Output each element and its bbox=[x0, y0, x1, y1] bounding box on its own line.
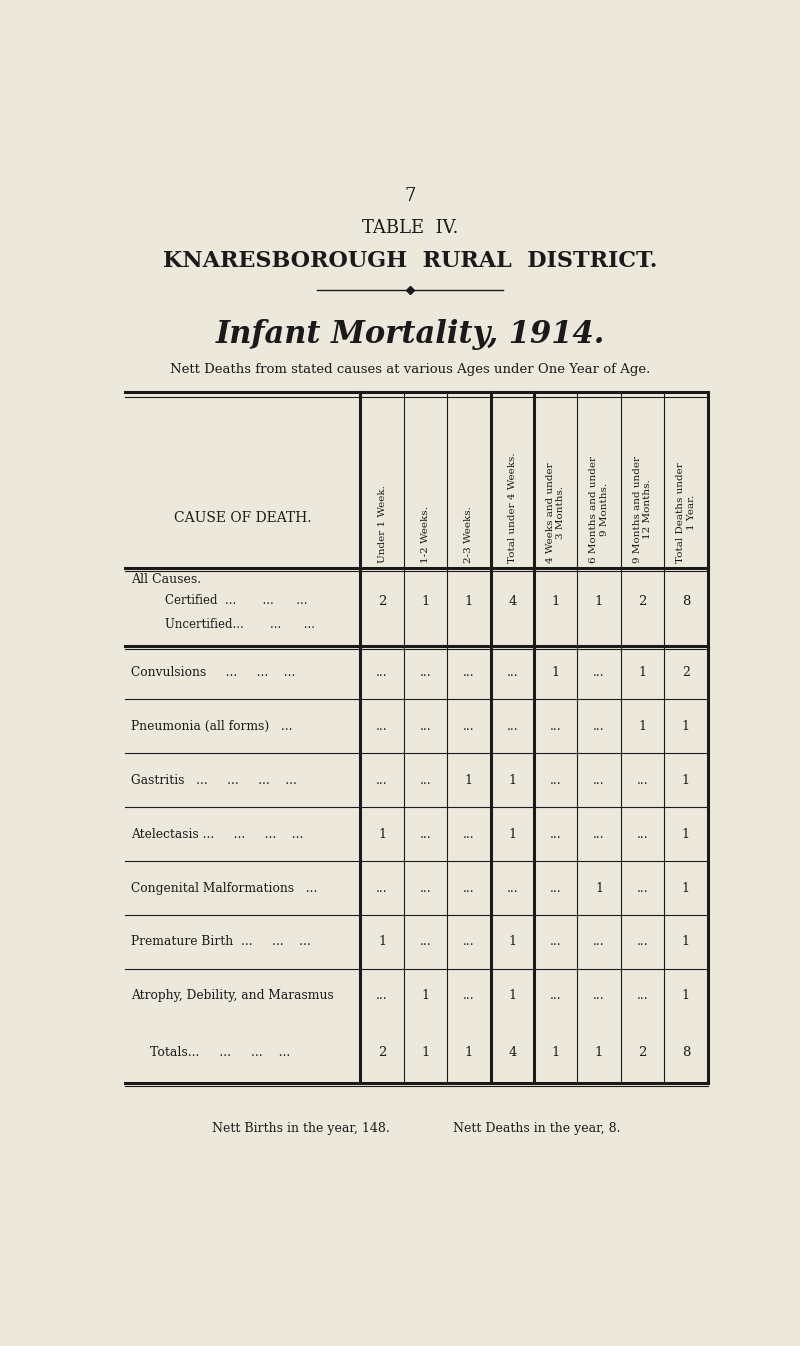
Text: 1: 1 bbox=[682, 774, 690, 787]
Text: 1: 1 bbox=[422, 1046, 430, 1059]
Text: Nett Deaths from stated causes at various Ages under One Year of Age.: Nett Deaths from stated causes at variou… bbox=[170, 362, 650, 376]
Text: 1: 1 bbox=[682, 882, 690, 895]
Text: 2: 2 bbox=[378, 595, 386, 608]
Text: 1: 1 bbox=[638, 720, 646, 732]
Text: 6 Months and under
9 Months.: 6 Months and under 9 Months. bbox=[590, 455, 609, 563]
Text: All Causes.: All Causes. bbox=[131, 573, 201, 586]
Text: ...: ... bbox=[376, 666, 388, 678]
Text: 1: 1 bbox=[422, 595, 430, 608]
Text: 1: 1 bbox=[552, 666, 560, 678]
Text: ...: ... bbox=[594, 774, 605, 787]
Text: 4: 4 bbox=[508, 1046, 517, 1059]
Text: ...: ... bbox=[550, 989, 562, 1003]
Text: ...: ... bbox=[463, 882, 474, 895]
Text: 1: 1 bbox=[378, 935, 386, 949]
Text: ...: ... bbox=[594, 720, 605, 732]
Text: 1: 1 bbox=[508, 828, 516, 841]
Text: ...: ... bbox=[594, 935, 605, 949]
Text: 1: 1 bbox=[508, 774, 516, 787]
Text: ...: ... bbox=[463, 828, 474, 841]
Text: ...: ... bbox=[420, 935, 431, 949]
Text: 2: 2 bbox=[638, 595, 646, 608]
Text: 1-2 Weeks.: 1-2 Weeks. bbox=[421, 506, 430, 563]
Text: ...: ... bbox=[463, 720, 474, 732]
Text: 1: 1 bbox=[682, 720, 690, 732]
Text: 1: 1 bbox=[682, 935, 690, 949]
Text: 2-3 Weeks.: 2-3 Weeks. bbox=[464, 506, 474, 563]
Text: ...: ... bbox=[376, 774, 388, 787]
Text: Uncertified...       ...      ...: Uncertified... ... ... bbox=[150, 618, 314, 630]
Text: ...: ... bbox=[550, 828, 562, 841]
Text: Atrophy, Debility, and Marasmus: Atrophy, Debility, and Marasmus bbox=[131, 989, 334, 1003]
Text: Total Deaths under
1 Year.: Total Deaths under 1 Year. bbox=[676, 462, 696, 563]
Text: ...: ... bbox=[637, 828, 648, 841]
Text: Total under 4 Weeks.: Total under 4 Weeks. bbox=[508, 452, 517, 563]
Text: 1: 1 bbox=[595, 595, 603, 608]
Text: 4: 4 bbox=[508, 595, 517, 608]
Text: ...: ... bbox=[376, 720, 388, 732]
Text: Nett Deaths in the year, 8.: Nett Deaths in the year, 8. bbox=[454, 1123, 621, 1135]
Text: 1: 1 bbox=[378, 828, 386, 841]
Text: 2: 2 bbox=[682, 666, 690, 678]
Text: 1: 1 bbox=[508, 989, 516, 1003]
Text: ...: ... bbox=[463, 989, 474, 1003]
Text: ...: ... bbox=[637, 935, 648, 949]
Text: 7: 7 bbox=[404, 187, 416, 206]
Text: ...: ... bbox=[637, 989, 648, 1003]
Text: ...: ... bbox=[550, 774, 562, 787]
Text: TABLE  IV.: TABLE IV. bbox=[362, 218, 458, 237]
Text: 2: 2 bbox=[378, 1046, 386, 1059]
Text: 1: 1 bbox=[638, 666, 646, 678]
Text: ...: ... bbox=[506, 666, 518, 678]
Text: Infant Mortality, 1914.: Infant Mortality, 1914. bbox=[215, 319, 605, 350]
Text: ...: ... bbox=[506, 720, 518, 732]
Text: 1: 1 bbox=[595, 882, 603, 895]
Text: CAUSE OF DEATH.: CAUSE OF DEATH. bbox=[174, 511, 311, 525]
Text: Nett Births in the year, 148.: Nett Births in the year, 148. bbox=[211, 1123, 390, 1135]
Text: 1: 1 bbox=[508, 935, 516, 949]
Text: ...: ... bbox=[376, 882, 388, 895]
Text: ...: ... bbox=[463, 666, 474, 678]
Text: ...: ... bbox=[550, 935, 562, 949]
Text: Pneumonia (all forms)   ...: Pneumonia (all forms) ... bbox=[131, 720, 293, 732]
Text: 1: 1 bbox=[551, 595, 560, 608]
Text: ...: ... bbox=[420, 720, 431, 732]
Text: ...: ... bbox=[376, 989, 388, 1003]
Text: ...: ... bbox=[420, 882, 431, 895]
Text: Certified  ...       ...      ...: Certified ... ... ... bbox=[150, 594, 307, 607]
Text: Gastritis   ...     ...     ...    ...: Gastritis ... ... ... ... bbox=[131, 774, 297, 787]
Text: ...: ... bbox=[420, 774, 431, 787]
Text: ...: ... bbox=[463, 935, 474, 949]
Text: 1: 1 bbox=[551, 1046, 560, 1059]
Text: 1: 1 bbox=[682, 989, 690, 1003]
Text: Congenital Malformations   ...: Congenital Malformations ... bbox=[131, 882, 318, 895]
Text: KNARESBOROUGH  RURAL  DISTRICT.: KNARESBOROUGH RURAL DISTRICT. bbox=[163, 249, 657, 272]
Text: Totals...     ...     ...    ...: Totals... ... ... ... bbox=[150, 1046, 290, 1059]
Text: 1: 1 bbox=[422, 989, 430, 1003]
Text: Convulsions     ...     ...    ...: Convulsions ... ... ... bbox=[131, 666, 295, 678]
Text: 4 Weeks and under
3 Months.: 4 Weeks and under 3 Months. bbox=[546, 462, 566, 563]
Text: ...: ... bbox=[594, 666, 605, 678]
Text: Premature Birth  ...     ...    ...: Premature Birth ... ... ... bbox=[131, 935, 310, 949]
Text: 1: 1 bbox=[465, 595, 473, 608]
Text: 1: 1 bbox=[465, 1046, 473, 1059]
Text: ...: ... bbox=[506, 882, 518, 895]
Text: 9 Months and under
12 Months.: 9 Months and under 12 Months. bbox=[633, 455, 652, 563]
Text: 8: 8 bbox=[682, 595, 690, 608]
Text: ...: ... bbox=[550, 720, 562, 732]
Text: ...: ... bbox=[550, 882, 562, 895]
Text: Atelectasis ...     ...     ...    ...: Atelectasis ... ... ... ... bbox=[131, 828, 303, 841]
Text: 1: 1 bbox=[465, 774, 473, 787]
Text: 1: 1 bbox=[682, 828, 690, 841]
Text: ...: ... bbox=[594, 828, 605, 841]
Text: Under 1 Week.: Under 1 Week. bbox=[378, 485, 386, 563]
Text: ...: ... bbox=[637, 774, 648, 787]
Text: 8: 8 bbox=[682, 1046, 690, 1059]
Text: ...: ... bbox=[637, 882, 648, 895]
Text: ...: ... bbox=[420, 666, 431, 678]
Text: ...: ... bbox=[594, 989, 605, 1003]
Text: 2: 2 bbox=[638, 1046, 646, 1059]
Text: 1: 1 bbox=[595, 1046, 603, 1059]
Text: ...: ... bbox=[420, 828, 431, 841]
